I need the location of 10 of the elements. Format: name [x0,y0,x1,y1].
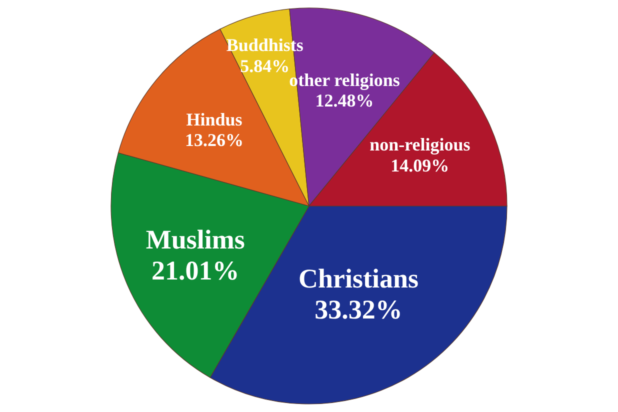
slice-label: Hindus [186,109,242,130]
data-label: 33.32% [314,294,402,325]
slice-label: non-religious [370,134,470,155]
data-label: 13.26% [184,130,244,150]
data-label: 12.48% [315,90,374,110]
data-label: 5.84% [240,56,290,76]
slice-label: Muslims [146,224,245,254]
data-label: 21.01% [151,255,240,286]
data-label: 14.09% [390,155,450,176]
slice-label: Christians [298,264,419,294]
